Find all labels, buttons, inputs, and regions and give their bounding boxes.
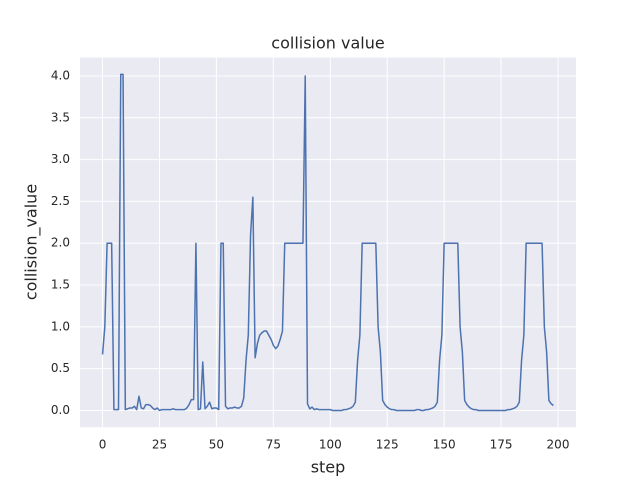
- x-axis-label: step: [311, 458, 346, 477]
- x-tick-label: 0: [99, 438, 107, 452]
- plot-area: [80, 57, 576, 428]
- x-tick-label: 75: [266, 438, 281, 452]
- y-tick-label: 0.0: [51, 403, 70, 417]
- y-tick-label: 1.0: [51, 319, 70, 333]
- y-tick-label: 4.0: [51, 68, 70, 82]
- x-tick-label: 50: [209, 438, 224, 452]
- x-tick-label: 25: [152, 438, 167, 452]
- y-tick-label: 2.0: [51, 236, 70, 250]
- y-tick-label: 2.5: [51, 194, 70, 208]
- x-tick-label: 125: [376, 438, 399, 452]
- x-tick-label: 150: [433, 438, 456, 452]
- y-axis-label: collision_value: [22, 184, 42, 300]
- x-tick-label: 200: [547, 438, 570, 452]
- data-line: [101, 73, 554, 412]
- y-tick-label: 1.5: [51, 278, 70, 292]
- x-tick-label: 100: [319, 438, 342, 452]
- y-tick-label: 0.5: [51, 361, 70, 375]
- x-tick-label: 175: [490, 438, 513, 452]
- y-tick-label: 3.0: [51, 152, 70, 166]
- chart-title: collision value: [271, 34, 384, 53]
- y-tick-label: 3.5: [51, 110, 70, 124]
